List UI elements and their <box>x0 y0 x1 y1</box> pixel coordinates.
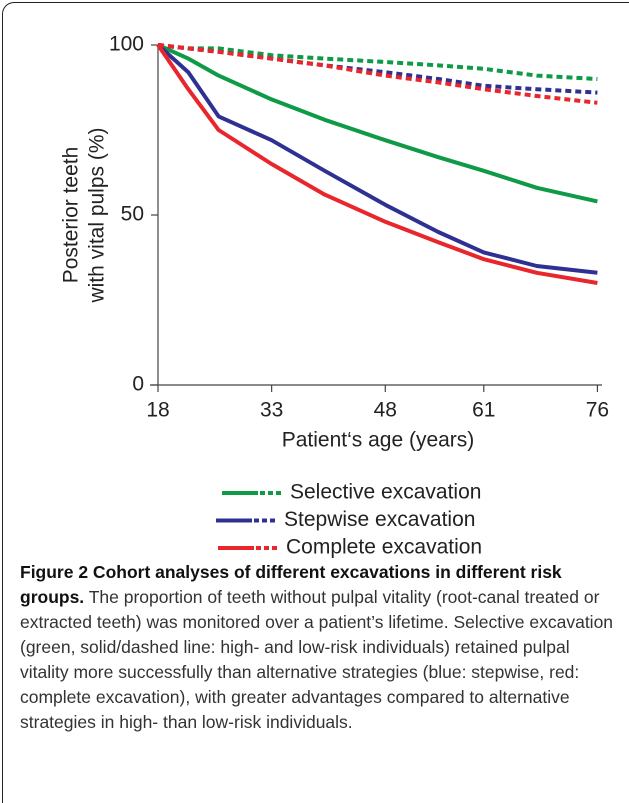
solid-line <box>157 43 598 204</box>
y-axis-label: with vital pulps (%) <box>86 127 109 303</box>
x-tick-label: 61 <box>472 399 495 422</box>
y-tick-label: 50 <box>121 203 144 226</box>
caption-title: Figure 2 Cohort analyses of different ex… <box>20 562 562 607</box>
x-tick-label: 76 <box>586 399 609 422</box>
figure-caption: Figure 2 Cohort analyses of different ex… <box>20 560 620 735</box>
x-tick-label: 33 <box>260 399 283 422</box>
dotted-line <box>157 43 598 95</box>
solid-line <box>156 43 598 275</box>
y-tick-label: 100 <box>109 33 144 56</box>
y-axis-label: Posterior teeth <box>60 147 83 284</box>
caption-text: The proportion of teeth without pulpal v… <box>20 587 614 732</box>
chart: Patient‘s age (years) Posterior teeth wi… <box>60 33 610 559</box>
x-axis-label: Patient‘s age (years) <box>282 429 475 452</box>
solid-line <box>156 43 598 285</box>
x-tick-label: 18 <box>146 399 169 422</box>
y-tick-label: 0 <box>132 373 144 396</box>
x-tick-label: 48 <box>374 399 397 422</box>
legend-label: Selective excavation <box>290 481 481 504</box>
legend-label: Stepwise excavation <box>284 508 475 531</box>
dotted-line <box>157 43 598 105</box>
legend-label: Complete excavation <box>286 536 482 559</box>
